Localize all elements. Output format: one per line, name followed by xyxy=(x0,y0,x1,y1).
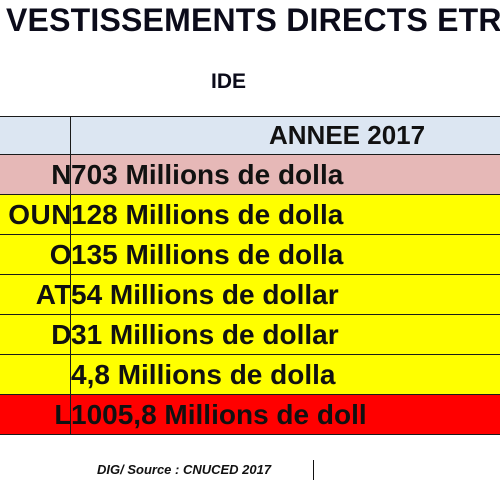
country-cell: AT xyxy=(0,274,71,315)
table-row: 4,8 Millions de dolla xyxy=(0,354,500,395)
table-total-row: L 1005,8 Millions de doll xyxy=(0,394,500,435)
header-country-cell xyxy=(0,116,71,155)
table-row: OUN 128 Millions de dolla xyxy=(0,194,500,235)
table-row: AT 54 Millions de dollar xyxy=(0,274,500,315)
header-year-label: ANNEE 2017 xyxy=(269,120,426,150)
country-cell xyxy=(0,354,71,395)
value-cell: 135 Millions de dolla xyxy=(70,234,500,275)
header-year-cell: ANNEE 2017 xyxy=(70,116,500,155)
table-row: O 135 Millions de dolla xyxy=(0,234,500,275)
country-cell: D xyxy=(0,314,71,355)
value-cell: 128 Millions de dolla xyxy=(70,194,500,235)
total-value-cell: 1005,8 Millions de doll xyxy=(70,394,500,435)
total-country-cell: L xyxy=(0,394,71,435)
document-title: VESTISSEMENTS DIRECTS ETRANG xyxy=(6,2,500,38)
value-cell: 54 Millions de dollar xyxy=(70,274,500,315)
text-cursor xyxy=(313,460,314,480)
country-cell: O xyxy=(0,234,71,275)
table-header-row: ANNEE 2017 xyxy=(0,116,500,155)
table-row: D 31 Millions de dollar xyxy=(0,314,500,355)
source-note: DIG/ Source : CNUCED 2017 xyxy=(97,462,272,477)
value-cell: 31 Millions de dollar xyxy=(70,314,500,355)
ide-table: ANNEE 2017 N 703 Millions de dolla OUN 1… xyxy=(0,116,500,435)
value-cell: 703 Millions de dolla xyxy=(70,154,500,195)
value-cell: 4,8 Millions de dolla xyxy=(70,354,500,395)
country-cell: N xyxy=(0,154,71,195)
table-title: IDE xyxy=(211,70,247,93)
table-row: N 703 Millions de dolla xyxy=(0,154,500,195)
country-cell: OUN xyxy=(0,194,71,235)
